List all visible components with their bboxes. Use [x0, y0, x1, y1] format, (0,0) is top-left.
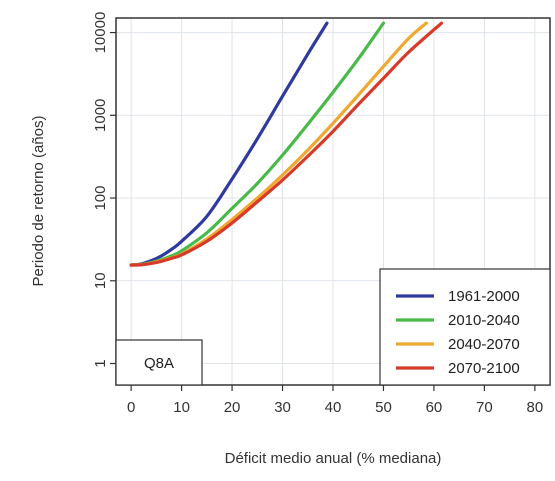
legend-label-2010-2040: 2010-2040 [448, 312, 520, 329]
series-line-2070-2100 [129, 21, 444, 267]
x-tick-label: 60 [426, 399, 443, 416]
x-tick-label: 20 [224, 399, 241, 416]
y-tick-label: 1 [92, 359, 109, 367]
x-axis-title: Déficit medio anual (% mediana) [225, 450, 442, 467]
y-axis-title: Periodo de retorno (años) [30, 116, 47, 287]
legend-label-2070-2100: 2070-2100 [448, 360, 520, 377]
y-tick-label: 10000 [92, 12, 109, 54]
y-tick-label: 10 [92, 272, 109, 289]
x-tick-label: 80 [527, 399, 544, 416]
series-layer [129, 21, 444, 267]
series-line-1961-2000 [129, 21, 329, 267]
panel-label-box: Q8A [115, 339, 203, 386]
x-tick-label: 10 [173, 399, 190, 416]
panel-label: Q8A [144, 355, 174, 372]
x-tick-label: 70 [476, 399, 493, 416]
x-tick-label: 30 [274, 399, 291, 416]
legend: 1961-2000 2010-2040 2040-2070 2070-2100 [379, 268, 551, 386]
legend-frame [379, 268, 551, 386]
x-tick-label: 0 [127, 399, 135, 416]
x-tick-label: 50 [375, 399, 392, 416]
x-tick-label: 40 [325, 399, 342, 416]
y-tick-label: 1000 [92, 99, 109, 132]
panel-label-frame [115, 339, 203, 386]
legend-label-2040-2070: 2040-2070 [448, 336, 520, 353]
legend-label-1961-2000: 1961-2000 [448, 288, 520, 305]
y-tick-label: 100 [92, 186, 109, 211]
axis-layer: 0 10 20 30 40 50 60 70 80 1 10 100 1000 10000 [92, 12, 543, 416]
